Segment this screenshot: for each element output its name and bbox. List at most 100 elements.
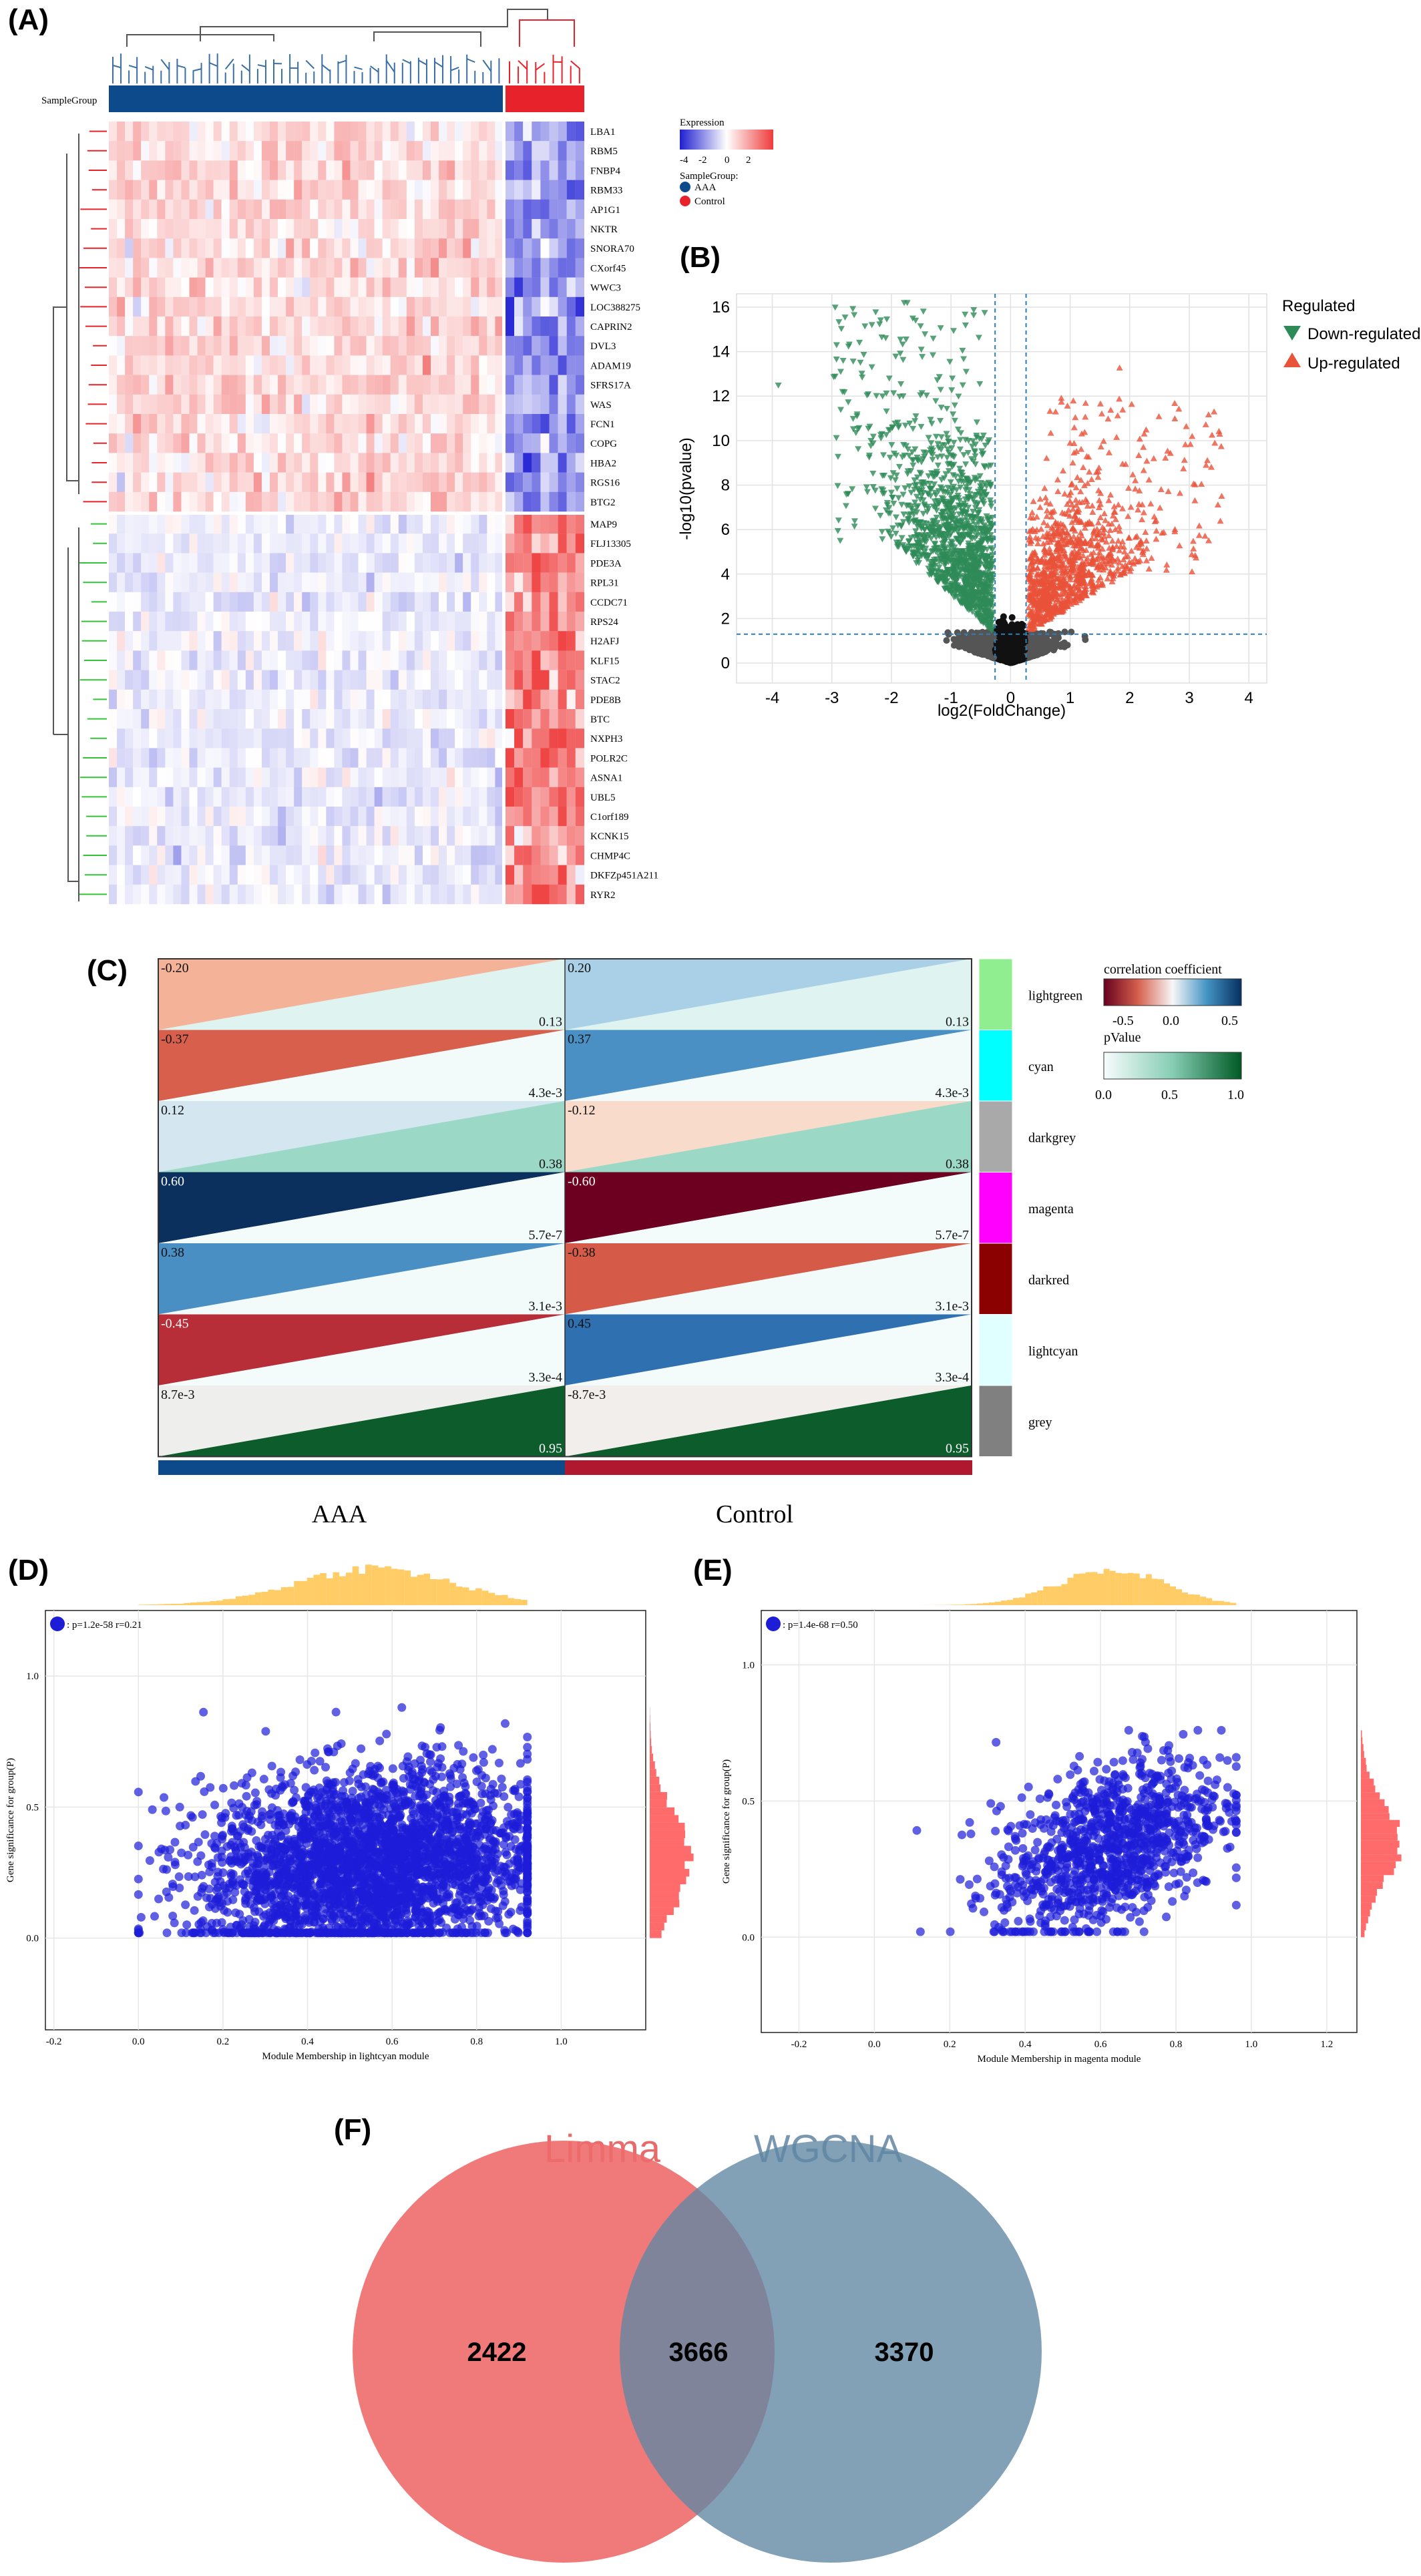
heatmap-cell [431, 592, 439, 612]
heatmap-cell [141, 394, 150, 415]
heatmap-cell [181, 122, 190, 142]
heatmap-cell [406, 572, 415, 592]
heatmap-cell [471, 336, 479, 356]
heatmap-cell [431, 845, 439, 865]
heatmap-cell [505, 258, 515, 278]
heatmap-cell [302, 631, 311, 651]
heatmap-cell [455, 748, 463, 768]
heatmap-cell [157, 787, 166, 807]
gene-label: HBA2 [590, 458, 616, 469]
heatmap-cell [398, 884, 407, 905]
heatmap-cell [157, 592, 166, 612]
heatmap-cell [117, 472, 126, 492]
heatmap-cell [505, 865, 515, 885]
heatmap-cell [505, 238, 515, 258]
heatmap-cell [398, 453, 407, 473]
heatmap-cell [540, 845, 550, 865]
heatmap-cell [334, 709, 343, 729]
heatmap-cell [505, 514, 515, 534]
heatmap-cell [358, 553, 367, 573]
heatmap-cell [213, 355, 222, 375]
heatmap-cell [471, 433, 479, 453]
heatmap-cell [294, 748, 302, 768]
heatmap-cell [398, 277, 407, 297]
heatmap-cell [382, 748, 391, 768]
heatmap-cell [141, 884, 150, 905]
heatmap-cell [181, 375, 190, 395]
gene-label: C1orf189 [590, 812, 629, 823]
heatmap-cell [278, 160, 286, 180]
heatmap-cell [149, 453, 158, 473]
heatmap-cell [575, 884, 584, 905]
heatmap-cell [532, 670, 541, 690]
volcano-point-down [936, 564, 943, 571]
heatmap-cell [302, 592, 311, 612]
heatmap-cell [549, 491, 558, 512]
heatmap-cell [523, 533, 532, 554]
heatmap-cell [414, 767, 423, 787]
heatmap-cell [270, 767, 278, 787]
heatmap-cell [549, 238, 558, 258]
heatmap-cell [149, 336, 158, 356]
heatmap-cell [439, 219, 447, 239]
heatmap-cell [342, 491, 351, 512]
heatmap-cell [229, 316, 238, 337]
heatmap-cell [471, 709, 479, 729]
volcano-point-ns [1042, 637, 1049, 644]
heatmap-cell [540, 689, 550, 710]
heatmap-cell [414, 141, 423, 161]
heatmap-cell [221, 514, 230, 534]
heatmap-cell [439, 238, 447, 258]
heatmap-cell [117, 826, 126, 846]
volcano-point-down [972, 441, 979, 448]
heatmap-cell [310, 122, 319, 142]
heatmap-cell [455, 141, 463, 161]
heatmap-cell [278, 689, 286, 710]
heatmap-cell [532, 160, 541, 180]
heatmap-cell [165, 180, 174, 200]
heatmap-cell [532, 865, 541, 885]
heatmap-cell [514, 433, 524, 453]
heatmap-cell [532, 491, 541, 512]
heatmap-cell [125, 572, 134, 592]
heatmap-cell [398, 553, 407, 573]
heatmap-cell [342, 884, 351, 905]
heatmap-cell [141, 631, 150, 651]
heatmap-cell [109, 141, 118, 161]
heatmap-cell [566, 453, 576, 473]
heatmap-cell [566, 767, 576, 787]
heatmap-cell [213, 258, 222, 278]
heatmap-cell [205, 453, 214, 473]
heatmap-cell [390, 180, 399, 200]
heatmap-cell [189, 826, 198, 846]
heatmap-cell [245, 650, 254, 670]
heatmap-cell [358, 277, 367, 297]
heatmap-cell [398, 689, 407, 710]
heatmap-cell [109, 572, 118, 592]
heatmap-cell [495, 491, 503, 512]
heatmap-cell [334, 787, 343, 807]
heatmap-cell [414, 336, 423, 356]
heatmap-cell [286, 807, 294, 827]
heatmap-cell [310, 414, 319, 434]
heatmap-cell [406, 316, 415, 337]
heatmap-cell [253, 748, 262, 768]
heatmap-cell [523, 845, 532, 865]
heatmap-cell [514, 316, 524, 337]
heatmap-cell [261, 141, 270, 161]
gene-label: RPS24 [590, 617, 618, 628]
heatmap-cell [173, 612, 182, 632]
heatmap-cell [318, 689, 327, 710]
heatmap-cell [350, 689, 359, 710]
heatmap-cell [575, 122, 584, 142]
heatmap-cell [549, 141, 558, 161]
heatmap-cell [398, 296, 407, 317]
heatmap-cell [318, 277, 327, 297]
heatmap-cell [213, 845, 222, 865]
heatmap-cell [125, 845, 134, 865]
heatmap-cell [125, 258, 134, 278]
heatmap-cell [109, 258, 118, 278]
heatmap-cell [229, 141, 238, 161]
heatmap-cell [125, 787, 134, 807]
heatmap-cell [125, 296, 134, 317]
